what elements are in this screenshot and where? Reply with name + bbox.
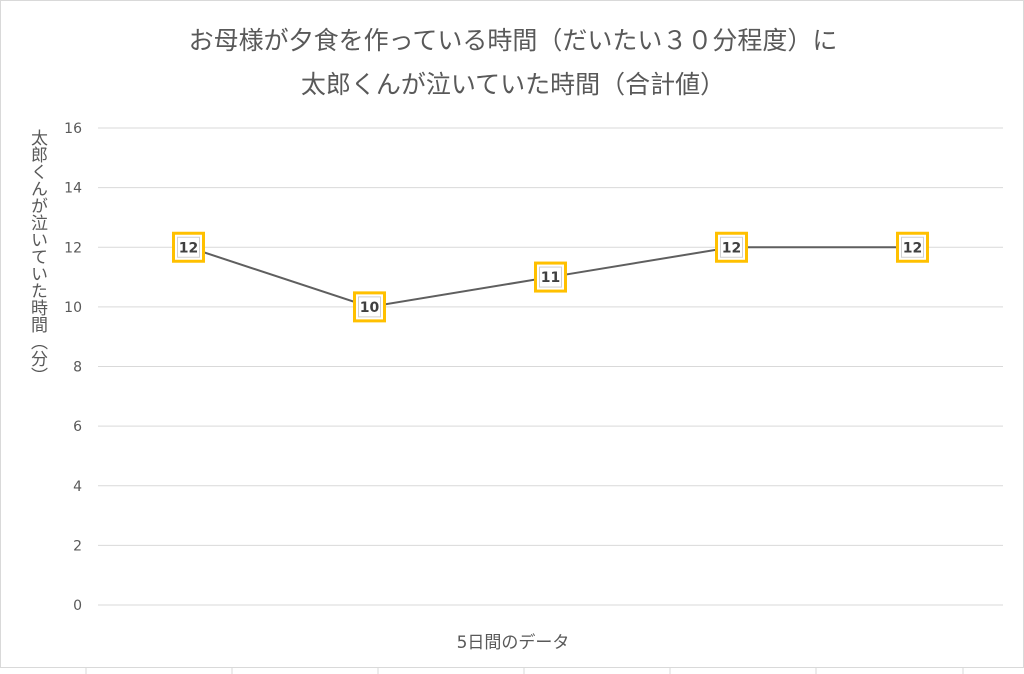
x-axis-label: 5日間のデータ [456, 633, 570, 653]
data-label-box [901, 236, 924, 258]
y-tick-label: 2 [73, 538, 82, 554]
y-tick-label: 10 [64, 300, 82, 316]
y-axis-label: 太郎くんが泣いていた時間（分） [27, 129, 47, 384]
y-tick-label: 12 [64, 240, 82, 256]
data-label: 12 [179, 240, 198, 256]
data-point-marker [715, 231, 748, 263]
data-label-box [539, 266, 562, 288]
data-label: 12 [903, 240, 922, 256]
data-label-box [177, 236, 200, 258]
y-tick-label: 6 [73, 419, 82, 435]
data-point-marker [534, 261, 567, 293]
data-label-box [358, 296, 381, 318]
data-point-marker [353, 291, 386, 323]
y-tick-label: 14 [64, 181, 82, 197]
data-label: 10 [360, 300, 380, 316]
y-tick-label: 0 [73, 598, 82, 614]
data-label: 11 [541, 270, 560, 286]
y-tick-label: 16 [64, 121, 82, 137]
data-label-box [720, 236, 743, 258]
data-point-marker [172, 231, 205, 263]
data-point-marker [896, 231, 929, 263]
y-tick-label: 4 [73, 479, 82, 495]
data-label: 12 [722, 240, 741, 256]
chart-title-line-2: 太郎くんが泣いていた時間（合計値） [300, 70, 726, 99]
y-tick-label: 8 [73, 360, 82, 376]
chart-title-line-1: お母様が夕食を作っている時間（だいたい３０分程度）に [188, 26, 838, 55]
